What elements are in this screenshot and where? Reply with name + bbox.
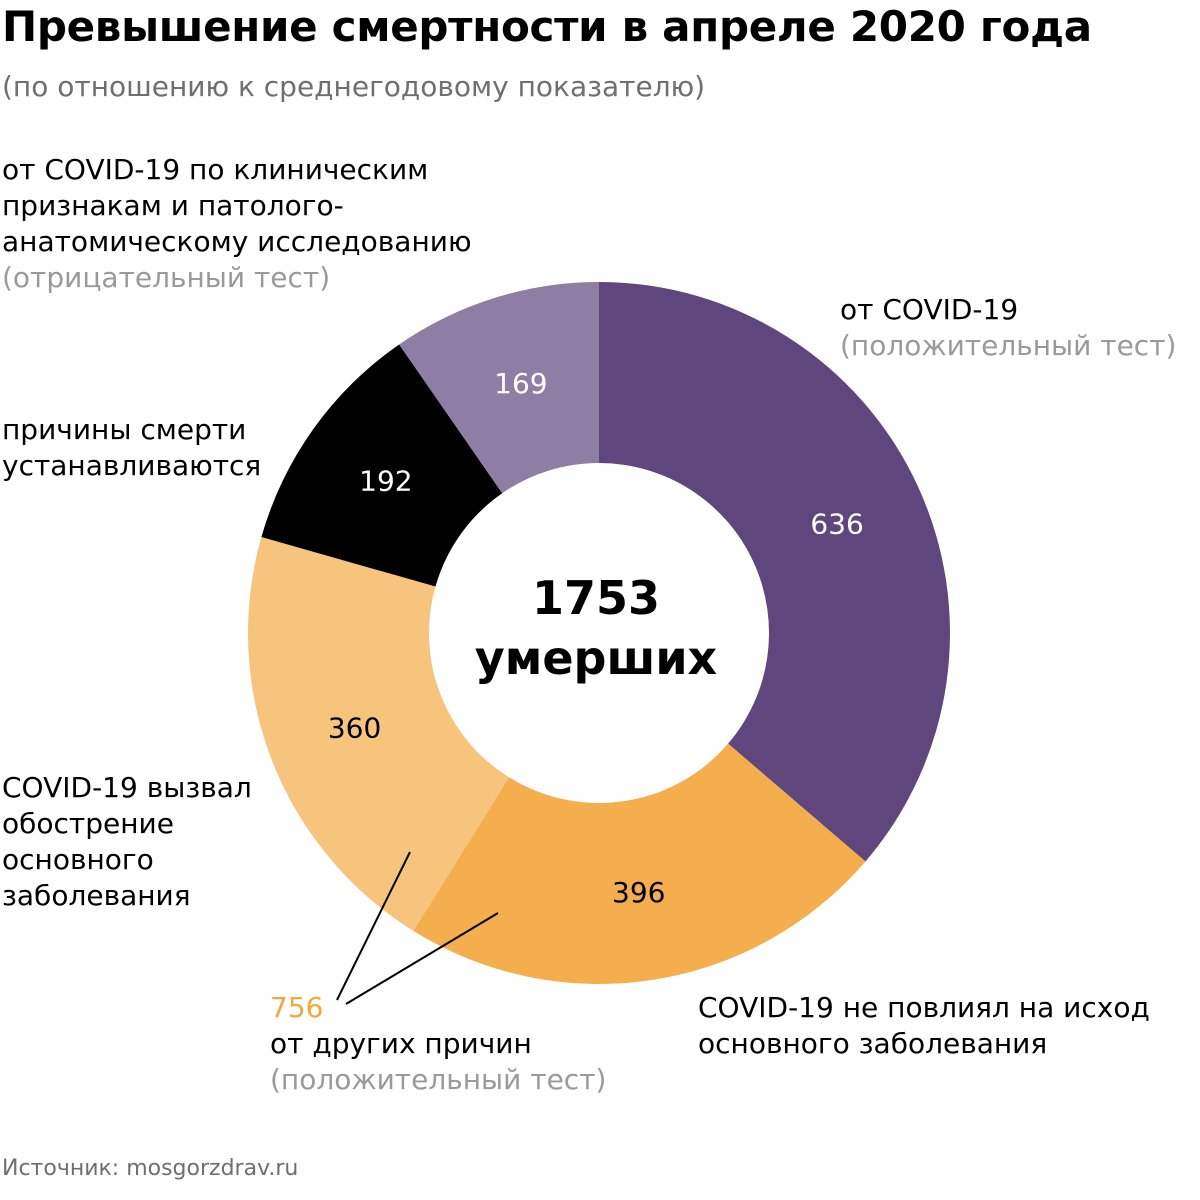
donut-slice-5 bbox=[399, 282, 599, 494]
donut-slice-1 bbox=[599, 282, 950, 862]
label-undetermined: причины смерти устанавливаются bbox=[2, 412, 261, 484]
label-covid-positive: от COVID-19 (положительный тест) bbox=[840, 292, 1176, 364]
label-clinical-line2: признакам и патолого- bbox=[2, 189, 344, 222]
label-no-effect-line2: основного заболевания bbox=[698, 1027, 1048, 1060]
donut-slice-4 bbox=[261, 344, 503, 587]
label-covid-positive-line1: от COVID-19 bbox=[840, 293, 1019, 326]
slice-value-label-5: 169 bbox=[494, 367, 547, 400]
label-clinical-line3: анатомическому исследованию bbox=[2, 225, 472, 258]
center-total: 1753 bbox=[532, 571, 660, 625]
label-exacerbation-line3: основного bbox=[2, 843, 154, 876]
label-other-causes-line1: от других причин bbox=[270, 1027, 532, 1060]
label-undetermined-line2: устанавливаются bbox=[2, 449, 262, 482]
leader-line-no-effect bbox=[345, 912, 499, 1005]
chart-subtitle: (по отношению к среднегодовому показател… bbox=[2, 70, 706, 103]
slice-value-label-3: 360 bbox=[328, 711, 381, 744]
label-no-effect-line1: COVID-19 не повлиял на исход bbox=[698, 991, 1150, 1024]
label-exacerbation-line1: COVID-19 вызвал bbox=[2, 771, 252, 804]
label-covid-positive-test: (положительный тест) bbox=[840, 329, 1177, 362]
label-no-effect: COVID-19 не повлиял на исход основного з… bbox=[698, 990, 1150, 1062]
source-note: Источник: mosgorzdrav.ru bbox=[2, 1156, 299, 1181]
label-exacerbation-line2: обострение bbox=[2, 807, 174, 840]
donut-slice-3 bbox=[247, 537, 510, 931]
label-exacerbation: COVID-19 вызвал обострение основного заб… bbox=[2, 770, 252, 914]
center-unit: умерших bbox=[475, 631, 717, 685]
donut-slice-2 bbox=[413, 743, 866, 984]
label-other-causes-test: (положительный тест) bbox=[270, 1063, 607, 1096]
label-clinical-line1: от COVID-19 по клиническим bbox=[2, 153, 429, 186]
slice-value-label-1: 636 bbox=[810, 508, 863, 541]
label-exacerbation-line4: заболевания bbox=[2, 879, 191, 912]
label-other-causes: 756 от других причин (положительный тест… bbox=[270, 990, 606, 1098]
other-causes-total: 756 bbox=[270, 991, 324, 1024]
label-clinical-test: (отрицательный тест) bbox=[2, 261, 331, 294]
label-clinical-covid: от COVID-19 по клиническим признакам и п… bbox=[2, 152, 472, 296]
leader-line-exacerbation bbox=[336, 851, 411, 1001]
chart-title: Превышение смертности в апреле 2020 года bbox=[2, 2, 1092, 51]
slice-value-label-4: 192 bbox=[359, 465, 412, 498]
label-undetermined-line1: причины смерти bbox=[2, 413, 247, 446]
slice-value-label-2: 396 bbox=[612, 876, 665, 909]
